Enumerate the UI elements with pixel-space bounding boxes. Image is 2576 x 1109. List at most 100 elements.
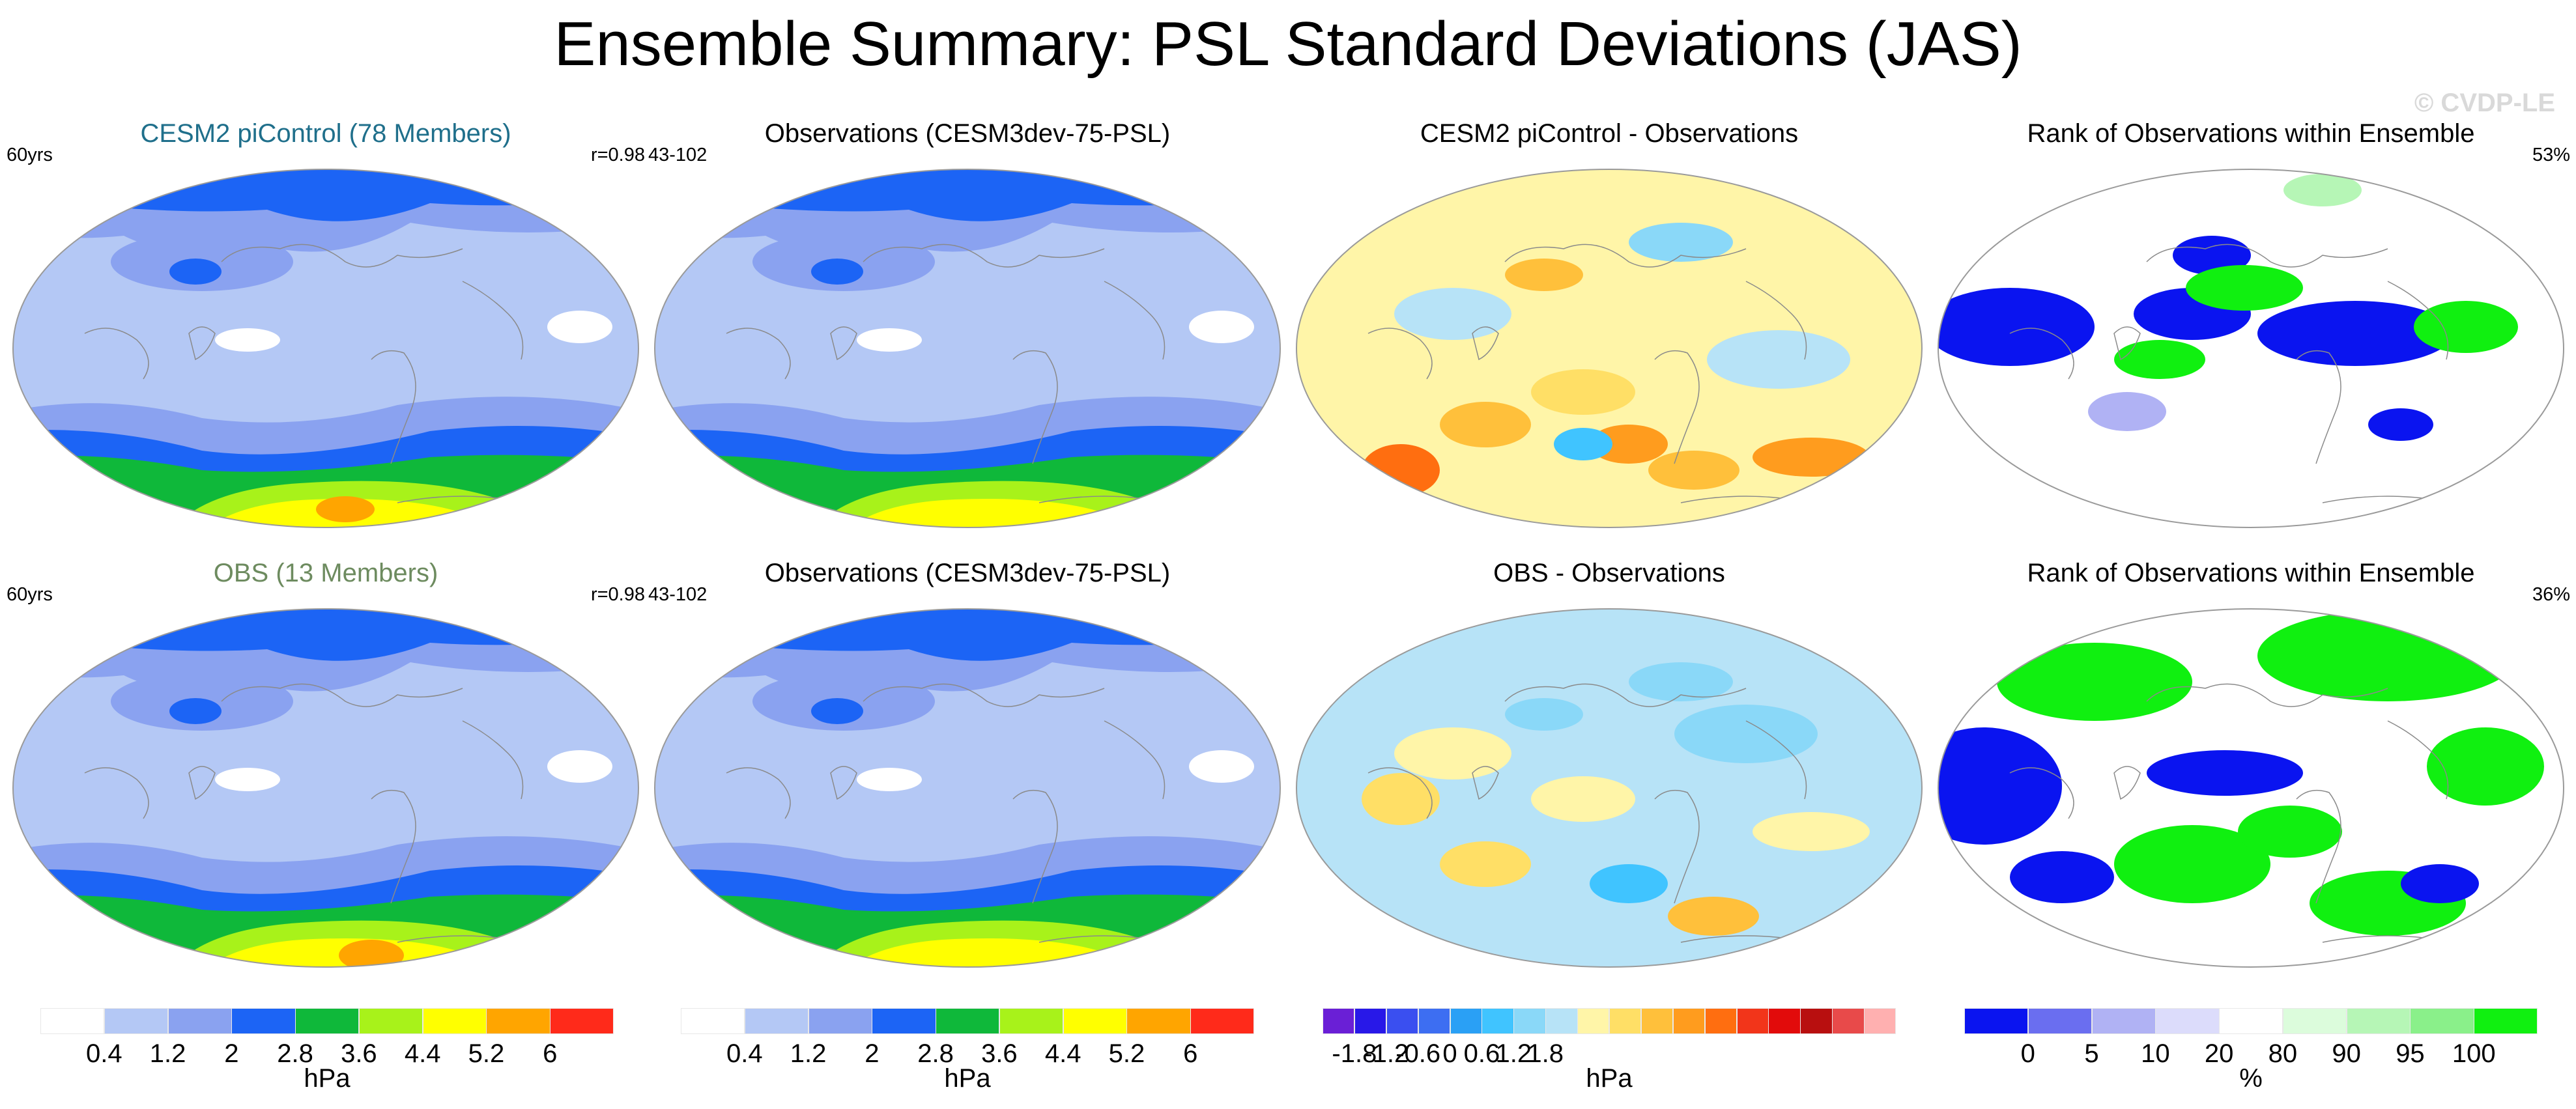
colorbar-tick-label: 4.4 xyxy=(1044,1039,1081,1068)
coastline xyxy=(2146,683,2388,707)
map-region xyxy=(1674,705,1818,763)
map-region xyxy=(1554,428,1612,460)
coastline xyxy=(830,326,857,361)
map-region xyxy=(1189,311,1254,343)
map-region xyxy=(2257,610,2518,701)
panel-5: OBS (13 Members) 60yrs r=0.98 xyxy=(7,557,645,980)
coastline xyxy=(1472,766,1499,800)
map-panel-1 xyxy=(12,169,639,528)
colorbar-swatch xyxy=(1672,1008,1706,1034)
map-region xyxy=(169,698,222,724)
coastline xyxy=(1745,720,1807,800)
panel-title: Rank of Observations within Ensemble xyxy=(2027,559,2475,587)
coastline xyxy=(1654,350,1700,464)
map-region xyxy=(2238,806,2342,858)
coastline xyxy=(221,683,463,707)
map-panel-6 xyxy=(654,608,1281,968)
colorbar-tick-label: 0.4 xyxy=(726,1039,763,1068)
colorbar-tick-label: 0.6 xyxy=(1463,1039,1500,1068)
coastline xyxy=(1745,281,1807,360)
coastline xyxy=(1367,328,1433,380)
coastline xyxy=(2009,328,2074,380)
coastline xyxy=(462,720,524,800)
colorbar-tick-label: 5 xyxy=(2084,1039,2099,1068)
colorbar-ticks: 0.4 1.2 2 2.8 3.6 4.4 5.2 6 xyxy=(681,1039,1254,1069)
colorbar-unit: hPa xyxy=(944,1064,991,1093)
colorbar-swatch xyxy=(1323,1008,1355,1034)
colorbar-swatch xyxy=(2282,1008,2347,1034)
map-region xyxy=(1362,773,1440,825)
map-region xyxy=(1531,369,1635,415)
colorbar-tick-label: 1.2 xyxy=(790,1039,827,1068)
colorbar-tick-label: 5.2 xyxy=(468,1039,505,1068)
panel-left-label: 43-102 xyxy=(648,584,708,605)
coastline xyxy=(1472,326,1499,361)
colorbar-tick-label: 2 xyxy=(865,1039,880,1068)
map-region xyxy=(1753,438,1870,477)
colorbar-swatch xyxy=(681,1008,745,1034)
panel-title: OBS - Observations xyxy=(1493,559,1725,587)
map-region xyxy=(13,169,638,221)
panel-4: Rank of Observations within Ensemble 53% xyxy=(1932,117,2570,540)
colorbar-tick-label: 100 xyxy=(2452,1039,2496,1068)
colorbar-swatch xyxy=(1418,1008,1451,1034)
map-border xyxy=(654,608,1281,968)
colorbar-ticks: -1.8 -1.2 -0.6 0 0.6 1.2 1.8 xyxy=(1323,1039,1896,1069)
coastline xyxy=(188,326,216,361)
colorbar-tick-label: -0.6 xyxy=(1395,1039,1441,1068)
colorbar-tick-label: -1.2 xyxy=(1364,1039,1409,1068)
colorbar-swatch xyxy=(1450,1008,1482,1034)
colorbar-tick-label: 10 xyxy=(2141,1039,2170,1068)
coastline xyxy=(2296,350,2341,464)
map-region xyxy=(857,328,922,352)
colorbar-swatch xyxy=(1386,1008,1419,1034)
panel-right-label: r=0.98 xyxy=(590,584,645,605)
colorbar-swatch xyxy=(2091,1008,2156,1034)
map-region xyxy=(1505,698,1583,731)
colorbar-tick-label: 2.8 xyxy=(917,1039,954,1068)
colorbar-tick-label: 4.4 xyxy=(404,1039,441,1068)
coastline xyxy=(221,244,463,268)
map-region xyxy=(2147,750,2303,796)
panel-title: CESM2 piControl - Observations xyxy=(1420,119,1799,148)
colorbar-tick-label: 0 xyxy=(2020,1039,2035,1068)
colorbar-swatch xyxy=(486,1008,551,1034)
colorbar-swatch xyxy=(422,1008,487,1034)
colorbar-tick-label: 6 xyxy=(543,1039,558,1068)
map-border xyxy=(654,169,1281,528)
map-panel-5 xyxy=(12,608,639,968)
colorbar-boxes xyxy=(1323,1008,1896,1034)
map-panel-3 xyxy=(1296,169,1923,528)
map-panel-4 xyxy=(1938,169,2564,528)
map-region xyxy=(655,169,1280,221)
coastline xyxy=(2113,766,2141,800)
colorbar-3: -1.8 -1.2 -0.6 0 0.6 1.2 1.8 hPa xyxy=(1323,1008,1896,1093)
colorbar-tick-label: 1.2 xyxy=(1495,1039,1532,1068)
panel-title: CESM2 piControl (78 Members) xyxy=(140,119,511,148)
colorbar-swatch xyxy=(2155,1008,2220,1034)
coastline xyxy=(2387,720,2449,800)
colorbar-swatch xyxy=(358,1008,423,1034)
colorbar-swatch xyxy=(1964,1008,2029,1034)
map-region xyxy=(1394,288,1511,340)
colorbar-swatch xyxy=(1800,1008,1833,1034)
colorbar-tick-label: 80 xyxy=(2268,1039,2298,1068)
map-region xyxy=(2427,727,2544,806)
map-border xyxy=(1296,169,1923,528)
map-region xyxy=(1440,402,1531,447)
map-region xyxy=(1997,643,2192,721)
map-region xyxy=(2173,236,2251,275)
colorbar-tick-label: 3.6 xyxy=(341,1039,377,1068)
colorbar-swatch xyxy=(550,1008,614,1034)
panel-title: Rank of Observations within Ensemble xyxy=(2027,119,2475,148)
map-region xyxy=(2186,265,2303,311)
panel-3: CESM2 piControl - Observations xyxy=(1290,117,1928,540)
colorbar-boxes xyxy=(1964,1008,2538,1034)
colorbar-swatch xyxy=(1768,1008,1801,1034)
watermark: © CVDP-LE xyxy=(2414,89,2555,117)
colorbar-swatch xyxy=(2027,1008,2093,1034)
colorbar-tick-label: 20 xyxy=(2204,1039,2234,1068)
map-region xyxy=(1440,841,1531,887)
map-region xyxy=(2257,301,2453,366)
colorbar-swatch xyxy=(1736,1008,1769,1034)
